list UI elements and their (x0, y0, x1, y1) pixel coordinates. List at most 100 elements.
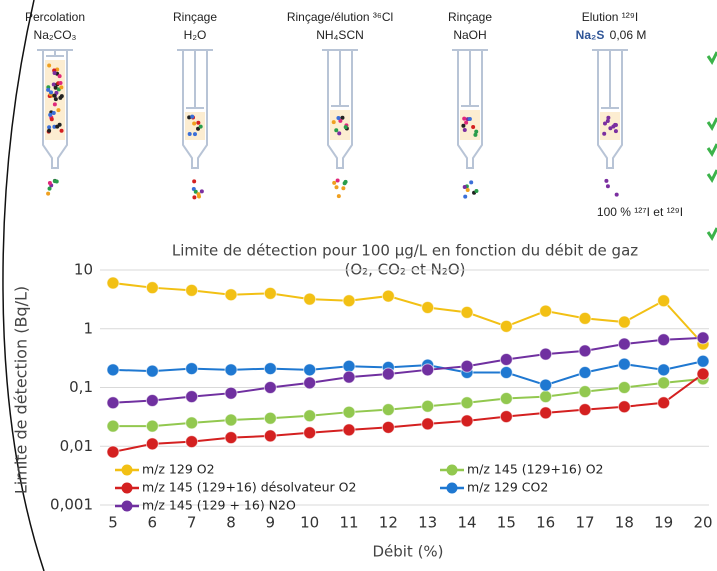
data-point (657, 363, 671, 377)
dot (48, 112, 53, 117)
x-tick-label: 17 (575, 514, 594, 532)
data-point (224, 413, 238, 427)
step-title: Percolation (25, 10, 85, 24)
dot (196, 192, 201, 197)
data-point (696, 331, 710, 345)
data-point (421, 363, 435, 377)
dot (53, 97, 58, 102)
series-line (112, 360, 704, 387)
chart-title: Limite de détection pour 100 µg/L en fon… (172, 242, 638, 260)
series-line (112, 336, 704, 404)
x-tick-label: 19 (654, 514, 673, 532)
dot (192, 121, 197, 126)
dot (46, 87, 51, 92)
data-point (185, 362, 199, 376)
data-point (578, 403, 592, 417)
syringe (592, 49, 628, 169)
data-point (106, 396, 120, 410)
legend-label: m/z 145 (129+16) désolvateur O2 (142, 480, 356, 495)
step-reagent: NH₄SCN (316, 28, 364, 42)
y-tick-label: 10 (74, 261, 93, 279)
diagram: Percolation Na₂CO₃ Rinçage H₂O Rinçage/éluti… (25, 10, 646, 200)
x-tick-label: 5 (108, 514, 118, 532)
data-point (342, 294, 356, 308)
dot (199, 189, 204, 194)
y-tick-label: 0,001 (50, 496, 93, 514)
data-point (617, 315, 631, 329)
dot (471, 124, 476, 129)
x-tick-label: 20 (693, 514, 712, 532)
data-point (145, 281, 159, 295)
step-title: Rinçage (448, 10, 492, 24)
syringe (452, 49, 488, 169)
x-tick-label: 6 (148, 514, 158, 532)
data-point (342, 370, 356, 384)
data-point (381, 403, 395, 417)
dot (46, 191, 51, 196)
dot (462, 128, 467, 133)
data-point (421, 300, 435, 314)
step-reagent: NaOH (453, 28, 486, 42)
legend-marker (446, 464, 458, 476)
y-tick-label: 1 (83, 319, 93, 337)
step-reagent: H₂O (184, 28, 207, 42)
syringe (37, 49, 73, 169)
dot (469, 180, 474, 185)
x-axis-label: Débit (%) (372, 543, 443, 561)
dot (336, 194, 341, 199)
data-point (381, 289, 395, 303)
dot (336, 116, 341, 121)
x-tick-label: 8 (226, 514, 236, 532)
data-point (303, 292, 317, 306)
x-tick-label: 15 (497, 514, 516, 532)
data-point (539, 304, 553, 318)
dot (192, 179, 197, 184)
dot (57, 74, 62, 79)
data-point (539, 406, 553, 420)
data-point (539, 378, 553, 392)
data-point (106, 445, 120, 459)
step-title: Elution ¹²⁹I (582, 10, 639, 24)
dot (613, 129, 618, 134)
data-point (263, 381, 277, 394)
x-tick-label: 18 (615, 514, 634, 532)
dot (341, 186, 346, 191)
data-point (578, 344, 592, 358)
x-tick-label: 11 (339, 514, 358, 532)
step-reagent: Na₂CO₃ (34, 28, 77, 42)
dot (340, 115, 345, 120)
data-point (185, 390, 199, 404)
legend-marker (121, 482, 133, 494)
data-point (303, 426, 317, 440)
dot (47, 63, 52, 68)
y-tick-label: 0,1 (69, 378, 93, 396)
legend-marker (446, 482, 458, 494)
data-point (224, 363, 238, 377)
dot (462, 185, 467, 190)
resin-bed (330, 110, 350, 140)
data-point (224, 386, 238, 400)
dot (331, 120, 336, 125)
dot (187, 131, 192, 136)
data-point (460, 359, 474, 373)
data-point (342, 423, 356, 437)
dot (605, 184, 610, 189)
series-line (112, 373, 704, 453)
dot (58, 95, 63, 100)
caption: 100 % ¹²⁷I et ¹²⁹I (597, 205, 683, 219)
data-point (499, 410, 513, 424)
dot (332, 180, 337, 185)
data-point (460, 396, 474, 410)
data-point (185, 435, 199, 449)
legend-marker (121, 464, 133, 476)
dot (193, 189, 198, 194)
dot (52, 93, 57, 98)
dot (190, 114, 195, 119)
dot (59, 128, 64, 133)
dot (335, 178, 340, 183)
dot (614, 192, 619, 197)
dot (196, 126, 201, 131)
dot (605, 118, 610, 123)
y-tick-label: 0,01 (60, 437, 93, 455)
